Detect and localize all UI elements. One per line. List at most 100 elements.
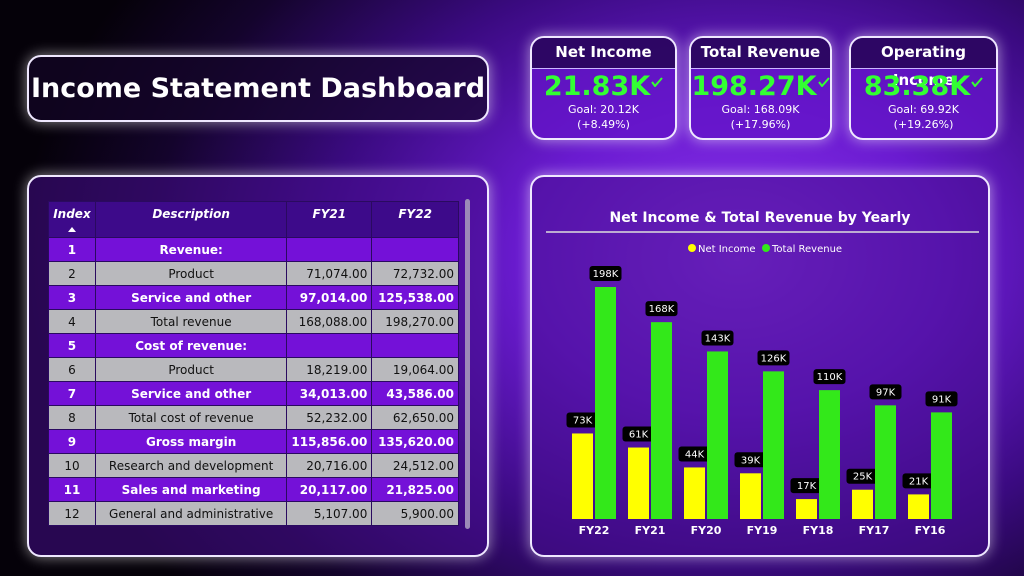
column-header: FY21	[286, 201, 373, 238]
column-header: Index	[48, 201, 96, 238]
table-cell: 52,232.00	[286, 405, 373, 430]
kpi-value-row: 198.27K	[691, 72, 830, 102]
check-icon	[817, 77, 830, 88]
data-label-box	[869, 384, 902, 400]
data-label-box	[925, 391, 958, 407]
data-label: 21K	[909, 476, 929, 487]
data-label-box	[566, 412, 599, 428]
table-cell: Research and development	[94, 453, 288, 478]
bar	[763, 371, 784, 519]
bar	[684, 467, 705, 519]
data-label-box	[790, 478, 823, 494]
table-cell: 20,716.00	[286, 453, 373, 478]
table-cell: 3	[48, 285, 96, 310]
table-row: 1 Revenue:	[48, 237, 459, 262]
x-tick-label: FY16	[915, 524, 946, 537]
table-cell	[286, 237, 373, 262]
check-icon	[651, 77, 663, 88]
table-cell	[286, 333, 373, 358]
table-cell: 18,219.00	[286, 357, 373, 382]
table-panel: Index Description FY21 FY22 1 Revenue: 2 Produc…	[27, 175, 489, 557]
sort-icon[interactable]	[67, 227, 76, 232]
table-cell: 198,270.00	[371, 309, 459, 334]
data-label-box	[902, 473, 935, 489]
table-cell: 115,856.00	[286, 429, 373, 454]
x-tick-label: FY21	[635, 524, 666, 537]
data-label-box	[701, 330, 734, 346]
bar	[595, 287, 616, 519]
table-cell	[371, 237, 459, 262]
data-label: 110K	[817, 372, 843, 383]
chart-title: Net Income & Total Revenue by Yearly	[610, 210, 911, 226]
column-header: Description	[94, 201, 288, 238]
table-cell: 6	[48, 357, 96, 382]
table-cell: 5,900.00	[371, 501, 459, 526]
column-header: FY22	[371, 201, 459, 238]
data-label-box	[813, 369, 846, 385]
table-cell: Product	[94, 357, 288, 382]
check-icon	[971, 77, 983, 88]
table-cell: 2	[48, 261, 96, 286]
table-cell: 20,117.00	[286, 477, 373, 502]
data-label: 73K	[573, 415, 593, 426]
table-cell: 168,088.00	[286, 309, 373, 334]
data-label: 198K	[593, 269, 619, 280]
table-cell: 12	[48, 501, 96, 526]
table-cell: 7	[48, 381, 96, 406]
table-cell: 97,014.00	[286, 285, 373, 310]
data-label: 97K	[876, 387, 896, 398]
kpi-value-row: 83.38K	[851, 72, 996, 102]
table-cell: Service and other	[94, 381, 288, 406]
table-row: 10 Research and development 20,716.00 24,51…	[48, 453, 459, 478]
table-cell: 135,620.00	[371, 429, 459, 454]
table-row: 12 General and administrative 5,107.00 5,90…	[48, 501, 459, 526]
x-tick-label: FY18	[803, 524, 834, 537]
table-cell: 34,013.00	[286, 381, 373, 406]
table-cell: Cost of revenue:	[94, 333, 288, 358]
data-label: 143K	[705, 333, 731, 344]
kpi-value: 21.83K	[543, 71, 651, 102]
data-label-box	[734, 452, 767, 468]
legend-marker	[688, 244, 696, 252]
data-label-box	[757, 350, 790, 366]
table-row: 11 Sales and marketing 20,117.00 21,825.00	[48, 477, 459, 502]
table-cell: 11	[48, 477, 96, 502]
x-tick-label: FY17	[859, 524, 890, 537]
data-label: 44K	[685, 449, 705, 460]
table-cell: 24,512.00	[371, 453, 459, 478]
legend-label: Net Income	[698, 244, 756, 255]
kpi-value: 198.27K	[691, 71, 817, 102]
scrollbar[interactable]	[465, 199, 470, 529]
data-label-box	[589, 266, 622, 281]
data-label: 39K	[741, 455, 761, 466]
data-label: 126K	[761, 353, 787, 364]
table-cell: 71,074.00	[286, 261, 373, 286]
bar	[628, 447, 649, 519]
table-cell: 125,538.00	[371, 285, 459, 310]
bar	[819, 390, 840, 519]
table-cell: 21,825.00	[371, 477, 459, 502]
legend-marker	[762, 244, 770, 252]
data-label: 91K	[932, 394, 952, 405]
data-label: 168K	[649, 304, 675, 315]
table-cell: 5	[48, 333, 96, 358]
table-row: 9 Gross margin 115,856.00 135,620.00	[48, 429, 459, 454]
table-cell: Gross margin	[94, 429, 288, 454]
kpi-card: Operating Income 83.38K Goal: 69.92K (+19.…	[849, 36, 998, 140]
table-row: 6 Product 18,219.00 19,064.00	[48, 357, 459, 382]
bar	[875, 405, 896, 519]
table-cell: Sales and marketing	[94, 477, 288, 502]
kpi-card: Net Income 21.83K Goal: 20.12K (+8.49%)	[530, 36, 677, 140]
bar	[908, 494, 929, 519]
bar	[572, 433, 593, 519]
bar	[740, 473, 761, 519]
table-cell: Service and other	[94, 285, 288, 310]
data-label: 25K	[853, 472, 873, 483]
table-row: 2 Product 71,074.00 72,732.00	[48, 261, 459, 286]
table-row: 7 Service and other 34,013.00 43,586.00	[48, 381, 459, 406]
table-cell: 8	[48, 405, 96, 430]
x-tick-label: FY19	[747, 524, 778, 537]
kpi-title: Operating Income	[851, 38, 996, 89]
table-cell: 43,586.00	[371, 381, 459, 406]
table-cell: General and administrative	[94, 501, 288, 526]
